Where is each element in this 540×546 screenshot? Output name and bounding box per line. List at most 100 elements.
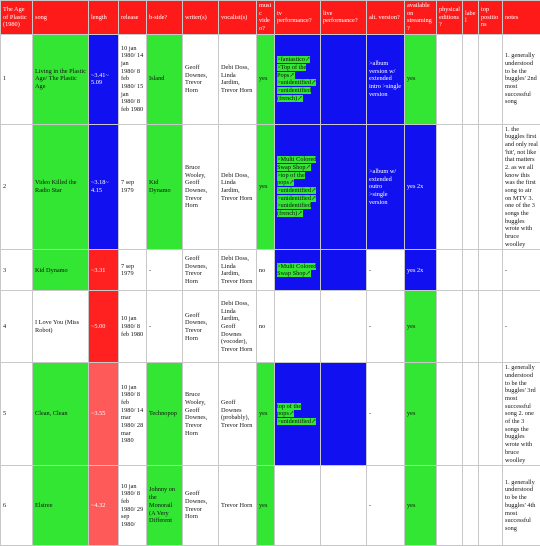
top-cell <box>479 363 503 466</box>
physical-cell <box>437 363 463 466</box>
header-writers: writer(s) <box>183 1 219 35</box>
live-cell <box>321 124 367 250</box>
video-cell: no <box>257 250 275 291</box>
header-vocalists: vocalist(s) <box>219 1 257 35</box>
streaming-cell: yes <box>405 34 437 124</box>
top-cell <box>479 124 503 250</box>
release-cell: 7 sep 1979 <box>119 250 147 291</box>
video-cell: yes <box>257 466 275 546</box>
notes-cell: 1. generally understood to be the buggle… <box>503 34 540 124</box>
song-title[interactable]: Living in the Plastic Age/ The Plastic A… <box>35 68 86 90</box>
header-top: top positions <box>479 1 503 35</box>
video-cell: yes <box>257 124 275 250</box>
release-cell: 10 jan 1980/ 14 jan 1980/ 8 feb 1980/ 15… <box>119 34 147 124</box>
row-number: 1 <box>1 34 33 124</box>
release-cell: 10 jan 1980/ 8 feb 1980 <box>119 291 147 363</box>
tv-link[interactable]: >Top of the Pops↗ <box>277 64 306 79</box>
physical-cell <box>437 124 463 250</box>
tv-link[interactable]: >unidentified↗ <box>277 187 316 194</box>
notes-cell: 1. generally understood to be the buggle… <box>503 466 540 546</box>
streaming-cell: yes 2x <box>405 124 437 250</box>
tv-link[interactable]: >unidentified↗ <box>277 195 316 202</box>
tv-link[interactable]: >unidentified↗ <box>277 418 316 425</box>
tv-link[interactable]: >unidentified (french)↗ <box>277 87 311 102</box>
streaming-cell: yes 2x <box>405 250 437 291</box>
tv-cell <box>275 291 321 363</box>
vocalists-cell: Geoff Downes (probably), Trevor Horn <box>219 363 257 466</box>
vocalists-cell: Debi Doss, Linda Jardim, Trevor Horn <box>219 250 257 291</box>
header-row: The Age of Plastic (1980) song length re… <box>1 1 540 35</box>
vocalists-cell: Trevor Horn <box>219 466 257 546</box>
top-cell <box>479 250 503 291</box>
tv-link[interactable]: >Multi Colored Swap Shop↗ <box>277 263 316 278</box>
song-title[interactable]: Clean, Clean <box>35 410 68 417</box>
label-cell <box>463 466 479 546</box>
tv-cell: >Multi Colored Swap Shop↗ >top of the po… <box>275 124 321 250</box>
row-number: 4 <box>1 291 33 363</box>
tv-link[interactable]: >Multi Colored Swap Shop↗ <box>277 156 316 171</box>
tv-cell: >Multi Colored Swap Shop↗ <box>275 250 321 291</box>
song-cell: Kid Dynamo <box>33 250 89 291</box>
song-title[interactable]: Kid Dynamo <box>35 267 68 274</box>
writers-cell: Bruce Wooley, Geoff Downes, Trevor Horn <box>183 363 219 466</box>
physical-cell <box>437 466 463 546</box>
row-number: 2 <box>1 124 33 250</box>
length-cell: ~5.00 <box>89 291 119 363</box>
vocalists-cell: Debi Doss, Linda Jardim, Geoff Downes (v… <box>219 291 257 363</box>
song-title[interactable]: Elstree <box>35 502 52 509</box>
tv-link[interactable]: >top of the pops↗ <box>277 172 305 187</box>
physical-cell <box>437 291 463 363</box>
header-album: The Age of Plastic (1980) <box>1 1 33 35</box>
writers-cell: Geoff Downes, Trevor Horn <box>183 466 219 546</box>
top-cell <box>479 466 503 546</box>
header-tv: tv performance? <box>275 1 321 35</box>
header-physical: physical editions? <box>437 1 463 35</box>
bside-cell: Kid Dynamo <box>147 124 183 250</box>
header-live: live performance? <box>321 1 367 35</box>
song-title[interactable]: I Love You (Miss Robot) <box>35 319 79 334</box>
song-cell: I Love You (Miss Robot) <box>33 291 89 363</box>
bside-cell: Johnny on the Monorail (A Very Different <box>147 466 183 546</box>
notes-cell: - <box>503 250 540 291</box>
header-video: music video? <box>257 1 275 35</box>
top-cell <box>479 34 503 124</box>
writers-cell: Geoff Downes, Trevor Horn <box>183 250 219 291</box>
alt-cell: >album w/ extended outro >single version <box>367 124 405 250</box>
header-length: length <box>89 1 119 35</box>
bside-cell: - <box>147 250 183 291</box>
length-cell: ~3.18~ 4.15 <box>89 124 119 250</box>
song-cell: Video Killed the Radio Star <box>33 124 89 250</box>
writers-cell: Bruce Wooley, Geoff Downes, Trevor Horn <box>183 124 219 250</box>
release-cell: 7 sep 1979 <box>119 124 147 250</box>
vocalists-cell: Debi Doss, Linda Jardim, Trevor Horn <box>219 34 257 124</box>
physical-cell <box>437 250 463 291</box>
label-cell <box>463 124 479 250</box>
header-song: song <box>33 1 89 35</box>
vocalists-cell: Debi Doss, Linda Jardim, Trevor Horn <box>219 124 257 250</box>
live-cell <box>321 363 367 466</box>
row-number: 6 <box>1 466 33 546</box>
tv-cell: >fantastico↗ >Top of the Pops↗ >unidenti… <box>275 34 321 124</box>
song-title[interactable]: Video Killed the Radio Star <box>35 179 77 194</box>
live-cell <box>321 466 367 546</box>
alt-cell: >album version w/ extended intro >single… <box>367 34 405 124</box>
label-cell <box>463 291 479 363</box>
header-release: release <box>119 1 147 35</box>
streaming-cell: yes <box>405 466 437 546</box>
length-cell: ~3.55 <box>89 363 119 466</box>
alt-cell: - <box>367 363 405 466</box>
live-cell <box>321 250 367 291</box>
tv-link[interactable]: >unidentified↗ <box>277 79 316 86</box>
alt-cell: - <box>367 466 405 546</box>
streaming-cell: yes <box>405 291 437 363</box>
notes-cell: 1. generally understood to be the buggle… <box>503 363 540 466</box>
table-row: 3 Kid Dynamo ~3.31 7 sep 1979 - Geoff Do… <box>1 250 540 291</box>
length-cell: ~4.32 <box>89 466 119 546</box>
video-cell: yes <box>257 363 275 466</box>
tv-link[interactable]: >unidentified (french)↗ <box>277 202 311 217</box>
label-cell <box>463 363 479 466</box>
tv-link[interactable]: >fantastico↗ <box>277 56 310 63</box>
writers-cell: Geoff Downes, Trevor Horn <box>183 34 219 124</box>
live-cell <box>321 291 367 363</box>
table-row: 4 I Love You (Miss Robot) ~5.00 10 jan 1… <box>1 291 540 363</box>
